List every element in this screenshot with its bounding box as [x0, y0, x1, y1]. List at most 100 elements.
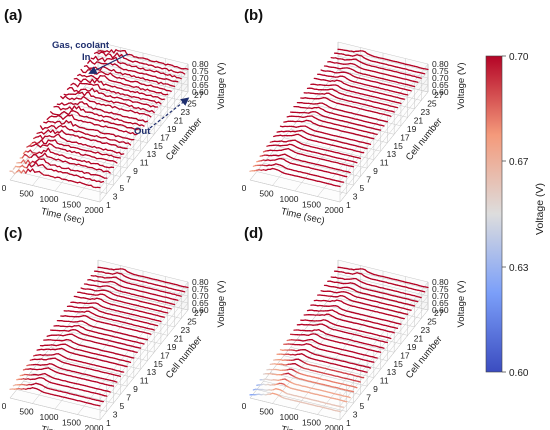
- cell-series: [16, 158, 108, 179]
- grid-line: [97, 64, 189, 93]
- grid-line: [50, 341, 141, 370]
- cell-series: [80, 287, 172, 310]
- y-tick-label: 1: [106, 418, 111, 428]
- cell-series: [330, 276, 422, 299]
- trace-segment: [31, 168, 36, 173]
- y-tick-label: 17: [400, 350, 410, 360]
- z-tick-label: 0.70: [192, 73, 209, 83]
- cell-series: [303, 313, 395, 334]
- trace-segment: [102, 52, 107, 57]
- panel-letter: (b): [244, 7, 263, 24]
- y-tick-label: 15: [393, 141, 403, 151]
- x-tick-label: 500: [259, 189, 273, 199]
- y-tick-label: 3: [113, 410, 118, 420]
- grid-line: [77, 89, 168, 118]
- x-tick-label: 2000: [325, 423, 344, 430]
- trace-segment: [97, 75, 101, 80]
- cell-series: [317, 73, 409, 96]
- y-tick-label: 9: [133, 384, 138, 394]
- x-tick-label: 500: [19, 407, 33, 417]
- y-tick-label: 13: [387, 149, 397, 159]
- y-tick-label: 17: [160, 132, 170, 142]
- y-tick-label: 15: [393, 359, 403, 369]
- z-tick-label: 0.75: [432, 284, 449, 294]
- trace-segment: [185, 286, 189, 289]
- y-tick-label: 5: [360, 401, 365, 411]
- trace-segment: [40, 139, 45, 145]
- cell-series: [310, 304, 402, 325]
- trace-segment: [418, 296, 422, 299]
- trace-segment: [398, 322, 402, 325]
- y-tick-label: 3: [113, 192, 118, 202]
- trace-segment: [144, 120, 149, 123]
- trace-segment: [151, 109, 155, 114]
- cell-series: [289, 111, 382, 131]
- traces: [9, 49, 189, 189]
- z-axis-title: Voltage (V): [456, 281, 467, 328]
- cell-series: [320, 69, 412, 92]
- grid-line: [337, 273, 429, 407]
- cell-series: [313, 299, 405, 320]
- y-tick-label: 19: [167, 124, 177, 134]
- cell-series: [12, 161, 105, 183]
- cell-series: [56, 101, 149, 123]
- cell-series: [249, 167, 341, 188]
- trace-segment: [91, 87, 96, 93]
- trace-segment: [27, 159, 31, 165]
- cell-series: [9, 387, 101, 407]
- x-tick-label: 2000: [85, 423, 104, 430]
- grid-line: [70, 315, 162, 345]
- y-tick-label: 25: [427, 99, 437, 109]
- grid-line: [317, 307, 408, 336]
- y-tick-label: 11: [380, 158, 389, 168]
- trace-segment: [354, 161, 358, 164]
- trace-segment: [181, 290, 186, 293]
- y-tick-label: 13: [387, 367, 397, 377]
- trace-segment: [421, 290, 426, 293]
- x-tick-label: 1500: [302, 200, 321, 210]
- grid-line: [337, 282, 429, 311]
- panel-letter: (a): [4, 7, 22, 24]
- cell-series: [87, 279, 179, 301]
- cell-series: [252, 163, 345, 183]
- cell-series: [87, 59, 179, 83]
- grid-line: [337, 55, 429, 189]
- grid-line: [16, 165, 108, 194]
- trace-segment: [88, 91, 92, 97]
- cell-series: [36, 129, 128, 150]
- y-tick-label: 15: [153, 141, 163, 151]
- y-tick-label: 9: [373, 384, 378, 394]
- cell-series: [293, 105, 385, 127]
- grid: [9, 259, 189, 421]
- grid-line: [84, 298, 175, 328]
- trace-segment: [95, 55, 99, 61]
- trace-segment: [54, 139, 58, 144]
- annotation-gas-coolant: Gas, coolant: [52, 40, 110, 51]
- cell-series: [19, 152, 111, 174]
- cell-series: [49, 110, 142, 131]
- trace-segment: [391, 110, 395, 113]
- y-tick-label: 27: [194, 308, 204, 318]
- z-tick-label: 0.65: [432, 80, 449, 90]
- cell-series: [283, 343, 375, 363]
- grid-line: [249, 174, 341, 203]
- grid-line: [70, 97, 162, 127]
- z-tick-label: 0.65: [192, 298, 209, 308]
- trace-segment: [381, 346, 385, 349]
- cell-series: [70, 82, 162, 105]
- trace-segment: [47, 147, 52, 153]
- cell-series: [73, 77, 165, 101]
- y-tick-label: 19: [407, 342, 417, 352]
- grid-line: [256, 165, 348, 194]
- trace-segment: [158, 101, 162, 105]
- grid-line: [277, 140, 368, 169]
- y-tick-label: 13: [147, 367, 157, 377]
- cell-series: [266, 368, 358, 389]
- cell-series: [46, 333, 138, 354]
- y-tick-label: 27: [434, 308, 444, 318]
- colorbar-tick-label: 0.60: [509, 368, 529, 379]
- trace-segment: [178, 77, 182, 80]
- trace-segment: [364, 371, 368, 373]
- trace-segment: [347, 396, 351, 399]
- trace-segment: [337, 410, 341, 413]
